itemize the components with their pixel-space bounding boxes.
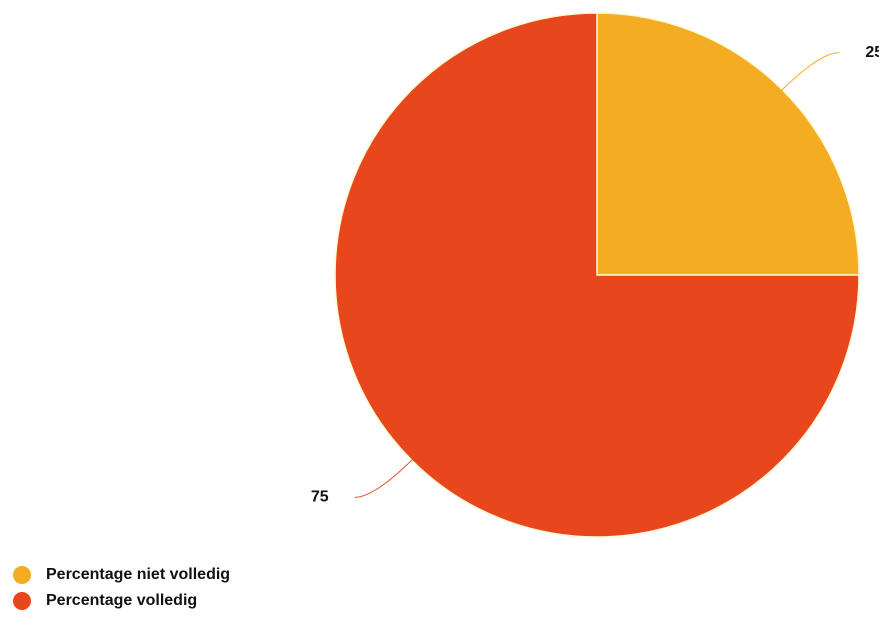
leader-line: [778, 52, 840, 94]
legend-swatch: [13, 592, 31, 610]
data-label: 25: [865, 44, 879, 61]
legend-label: Percentage niet volledig: [46, 566, 230, 583]
pie-slice: [596, 12, 860, 276]
leader-line: [354, 456, 416, 498]
legend-label: Percentage volledig: [46, 592, 197, 609]
legend-swatch: [13, 566, 31, 584]
data-label: 75: [311, 489, 329, 506]
